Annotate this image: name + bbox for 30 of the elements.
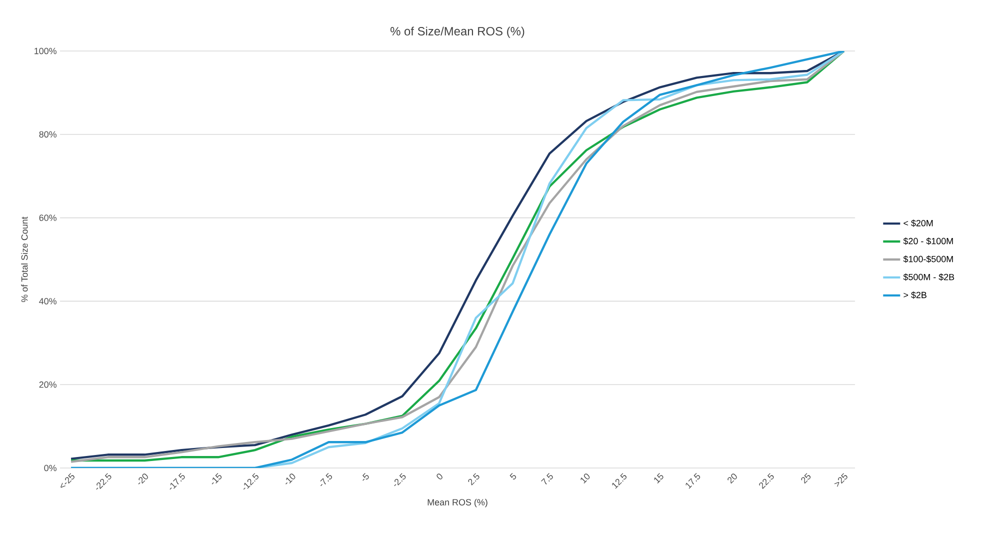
- legend-label: $100-$500M: [903, 256, 953, 263]
- x-tick-label: 7.5: [541, 473, 553, 485]
- x-tick-label: 15: [654, 473, 664, 484]
- y-tick-label: 20%: [39, 381, 56, 388]
- x-axis-title: Mean ROS (%): [428, 498, 488, 508]
- x-tick-label: 0: [436, 474, 442, 480]
- x-tick-label: <-25: [60, 473, 74, 488]
- x-tick-label: 25: [801, 473, 811, 484]
- x-tick-label: >25: [834, 473, 848, 487]
- x-tick-label: 5: [510, 473, 516, 480]
- x-tick-label: 20: [728, 474, 737, 484]
- x-tick-label: -7.5: [320, 473, 332, 486]
- x-tick-label: 10: [580, 474, 590, 484]
- x-tick-label: -20: [138, 474, 148, 484]
- y-tick-label: 0%: [44, 464, 56, 472]
- y-tick-label: 80%: [39, 131, 56, 138]
- x-tick-label: -5: [362, 473, 369, 481]
- legend-label: > $2B: [904, 291, 926, 299]
- x-tick-label: 2.5: [468, 473, 480, 486]
- legend-label: < $20M: [904, 220, 933, 227]
- x-tick-label: -15: [212, 473, 222, 484]
- y-axis-title: % of Total Size Count: [21, 216, 28, 302]
- x-tick-label: -10: [285, 474, 296, 484]
- chart-title: % of Size/Mean ROS (%): [390, 26, 524, 38]
- x-tick-label: -2.5: [394, 473, 406, 486]
- legend-label: $500M - $2B: [903, 273, 954, 281]
- legend-label: $20 - $100M: [903, 238, 953, 245]
- y-tick-label: 100%: [34, 48, 56, 54]
- y-tick-label: 40%: [39, 298, 56, 304]
- y-tick-label: 60%: [39, 214, 56, 221]
